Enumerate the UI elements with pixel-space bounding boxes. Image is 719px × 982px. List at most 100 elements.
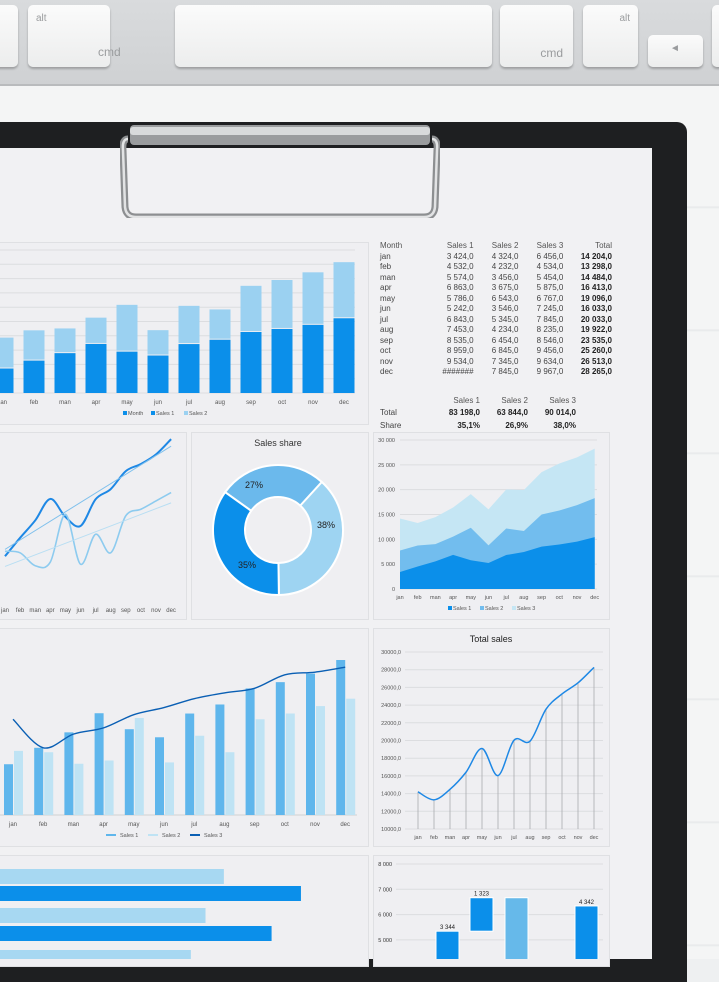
table-row: jul 6 843,0 5 345,0 7 845,0 20 033,0 [380, 315, 612, 326]
donut-slice [277, 480, 344, 597]
x-tick-label: apr [92, 400, 101, 406]
table-cell: jun [380, 304, 391, 313]
bar-sales2 [54, 328, 76, 353]
table-cell: 9 456,0 [536, 346, 564, 355]
trend-line [4, 502, 172, 567]
table-row: sep 8 535,0 6 454,0 8 546,0 23 535,0 [380, 336, 612, 347]
bar-sales2 [74, 763, 84, 815]
legend-swatch [184, 411, 188, 415]
y-tick-label: 5 000 [381, 562, 395, 568]
x-tick-label: sep [250, 822, 260, 828]
table-row: Sales 1 Sales 2 Sales 3 [380, 396, 612, 407]
x-tick-label: oct [556, 595, 564, 601]
table-cell: Total [595, 241, 612, 250]
table-cell: apr [380, 283, 392, 292]
y-tick-label: 10000,0 [381, 827, 401, 833]
table-cell: Sales 2 [501, 395, 528, 405]
x-tick-label: oct [558, 835, 566, 841]
table-cell: 63 844,0 [496, 408, 528, 417]
table-cell: 8 535,0 [446, 335, 474, 345]
table-cell: Month [380, 241, 403, 250]
bar-sales1 [147, 355, 169, 393]
table-cell: 23 535,0 [580, 335, 612, 345]
bar-sales1 [178, 344, 200, 393]
table-row: nov 9 534,0 7 345,0 9 634,0 26 513,0 [380, 357, 612, 368]
key-label: alt [619, 13, 630, 24]
bar-sales1 [336, 660, 346, 815]
x-tick-label: aug [106, 608, 116, 614]
legend-swatch [151, 411, 155, 415]
table-cell: Sales 1 [453, 395, 480, 405]
x-tick-label: jun [75, 608, 84, 614]
x-tick-label: may [60, 608, 71, 614]
x-tick-label: man [430, 595, 441, 601]
table-cell: 25 260,0 [580, 346, 612, 355]
bar-sales2 [271, 280, 293, 328]
y-tick-label: 28000,0 [381, 668, 401, 674]
table-cell: 6 456,0 [536, 251, 564, 261]
y-tick-label: 10 000 [378, 537, 395, 543]
table-cell: sep [380, 335, 393, 345]
x-tick-label: sep [542, 835, 551, 841]
y-tick-label: 6 000 [378, 913, 392, 919]
table-cell: 4 232,0 [491, 262, 519, 271]
x-tick-label: jul [510, 835, 517, 841]
bar-sales2 [178, 305, 200, 344]
x-tick-label: may [128, 822, 139, 828]
bar-sales2 [116, 304, 138, 351]
table-cell: 6 543,0 [491, 293, 519, 303]
table-cell: 26 513,0 [580, 356, 612, 366]
bar-sales1 [306, 673, 315, 815]
table-cell: 5 345,0 [491, 314, 519, 324]
x-tick-label: jun [153, 400, 162, 406]
horizontal-bar [0, 886, 301, 901]
bar-sales1 [4, 764, 13, 815]
y-tick-label: 30 000 [378, 438, 395, 444]
trend-line [4, 445, 172, 550]
table-cell: 6 863,0 [446, 283, 474, 292]
bar-sales1 [85, 343, 107, 393]
table-cell: 90 014,0 [544, 408, 576, 417]
bar-sales1 [34, 747, 44, 815]
table-cell: 28 265,0 [580, 367, 612, 376]
key-label: cmd [98, 45, 121, 59]
table-row: jun 5 242,0 3 546,0 7 245,0 16 033,0 [380, 304, 612, 315]
table-cell: 5 454,0 [536, 272, 564, 282]
legend-swatch [190, 834, 200, 836]
total-sales-line [417, 666, 595, 801]
table-cell: aug [380, 325, 394, 334]
bar-value-label: 4 342 [579, 900, 595, 906]
table-cell: 19 922,0 [580, 325, 612, 334]
x-tick-label: feb [16, 608, 25, 614]
legend-swatch [480, 606, 484, 610]
bar-sales1 [302, 324, 324, 393]
horizontal-bar [0, 950, 191, 959]
y-tick-label: 24000,0 [381, 703, 401, 709]
table-cell: Sales 2 [491, 241, 519, 250]
table-cell: Sales 1 [446, 241, 474, 250]
y-tick-label: 5 000 [378, 938, 392, 944]
legend-label: Sales 1 [120, 833, 138, 839]
y-tick-label: 16000,0 [381, 774, 401, 780]
sales-table: Month Sales 1 Sales 2 Sales 3 Total jan 3 424,… [380, 241, 612, 432]
table-cell: 8 235,0 [536, 325, 564, 334]
table-row: man 5 574,0 3 456,0 5 454,0 14 484,0 [380, 273, 612, 284]
table-cell: 5 786,0 [446, 293, 474, 303]
table-cell: 3 675,0 [491, 283, 519, 292]
bar-sales1 [54, 353, 76, 393]
bar-sales2 [44, 752, 54, 815]
key-arrow-left: ◄ [648, 35, 703, 67]
table-row: may 5 786,0 6 543,0 6 767,0 19 096,0 [380, 294, 612, 305]
table-cell: 5 875,0 [536, 283, 564, 292]
key-cmd-right: cmd [500, 5, 573, 67]
table-cell: 13 298,0 [580, 262, 612, 271]
table-cell: may [380, 293, 396, 303]
x-tick-label: dec [340, 822, 350, 828]
bar-sales2 [165, 762, 174, 815]
slice-label: 27% [245, 480, 263, 490]
x-tick-label: aug [219, 822, 229, 828]
key [712, 5, 719, 67]
y-tick-label: 25 000 [378, 463, 395, 469]
legend-swatch [123, 411, 127, 415]
legend-label: Sales 1 [453, 606, 471, 612]
